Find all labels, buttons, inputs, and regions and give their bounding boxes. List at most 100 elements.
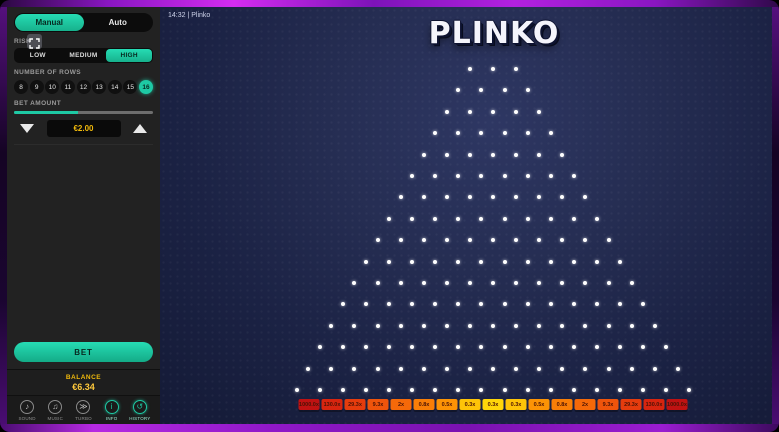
auto-tab[interactable]: Auto: [108, 18, 127, 27]
peg: [363, 388, 368, 392]
game-area: 14:32 | Plinko PLINKO 1000.0x 130.0x 29.3x…: [160, 7, 772, 424]
peg: [583, 366, 588, 371]
peg: [571, 345, 576, 350]
rows-option-15[interactable]: 15: [123, 80, 138, 94]
rows-option-13[interactable]: 13: [92, 80, 107, 94]
peg: [410, 174, 415, 178]
risk-option-low[interactable]: LOW: [29, 52, 46, 59]
bottom-nav: ♪ SOUND ♫ MUSIC ≫ TURBO i INFO ↺ HISTORY: [7, 395, 160, 424]
peg: [456, 131, 461, 136]
peg: [594, 388, 599, 392]
peg: [491, 238, 495, 243]
peg: [479, 131, 484, 136]
peg: [456, 174, 461, 178]
peg: [571, 174, 576, 178]
peg: [537, 152, 542, 157]
mode-toggle: Manual Auto: [14, 13, 153, 32]
peg: [491, 323, 495, 328]
peg: [433, 216, 438, 221]
peg: [491, 195, 495, 200]
peg: [410, 345, 415, 350]
peg: [652, 366, 657, 371]
peg: [594, 302, 599, 307]
bet-stepper: €2.00: [14, 119, 153, 137]
nav-music[interactable]: ♫ MUSIC: [43, 400, 67, 421]
multiplier-slot: 2x: [574, 399, 596, 410]
peg: [456, 259, 461, 264]
info-icon: i: [104, 400, 119, 414]
peg: [479, 345, 484, 350]
bet-button[interactable]: BET: [14, 342, 153, 362]
peg: [421, 323, 426, 328]
peg: [398, 366, 403, 371]
peg: [525, 174, 530, 178]
peg: [433, 131, 438, 136]
peg: [502, 388, 507, 392]
control-sidebar: Manual Auto RISK LOW MEDIUM HIGH NUMBER OF…: [7, 7, 160, 424]
peg: [571, 216, 576, 221]
manual-tab[interactable]: Manual: [15, 14, 84, 31]
nav-history[interactable]: ↺ HISTORY: [128, 400, 152, 421]
peg: [387, 302, 392, 307]
peg: [583, 195, 588, 200]
peg: [444, 281, 449, 285]
bet-amount-value[interactable]: €2.00: [46, 119, 121, 137]
peg: [537, 366, 542, 371]
peg: [525, 131, 530, 136]
peg: [571, 259, 576, 264]
peg: [467, 109, 472, 114]
peg: [491, 366, 495, 371]
peg: [548, 174, 553, 178]
multiplier-slot: 130.0x: [321, 399, 343, 410]
peg: [479, 302, 484, 307]
multiplier-slot: 0.5x: [436, 399, 458, 410]
risk-option-medium[interactable]: MEDIUM: [69, 52, 98, 59]
nav-turbo[interactable]: ≫ TURBO: [71, 400, 95, 421]
peg: [548, 388, 553, 392]
peg: [421, 366, 426, 371]
multiplier-slot: 2x: [390, 399, 412, 410]
peg: [467, 323, 472, 328]
rows-option-16[interactable]: 16: [139, 80, 153, 94]
peg: [444, 238, 449, 243]
peg: [340, 388, 345, 392]
bet-increase-button[interactable]: [133, 123, 147, 133]
peg: [479, 259, 484, 264]
peg: [363, 345, 368, 350]
multiplier-slot: 9.3x: [367, 399, 389, 410]
risk-selector: LOW MEDIUM HIGH: [14, 48, 153, 63]
rows-option-11[interactable]: 11: [60, 80, 75, 94]
bet-progress-bar[interactable]: [14, 111, 153, 114]
peg: [641, 388, 646, 392]
rows-option-8[interactable]: 8: [14, 80, 28, 94]
nav-label: SOUND: [18, 416, 36, 421]
peg: [456, 216, 461, 221]
peg: [467, 366, 472, 371]
peg: [410, 216, 415, 221]
peg: [444, 109, 449, 114]
rows-option-12[interactable]: 12: [76, 80, 91, 94]
peg: [421, 281, 426, 285]
rows-option-10[interactable]: 10: [45, 80, 60, 94]
peg: [421, 152, 426, 157]
peg: [444, 323, 449, 328]
peg: [629, 323, 634, 328]
peg: [560, 195, 565, 200]
peg: [444, 152, 449, 157]
peg: [375, 238, 380, 243]
plinko-logo: PLINKO: [428, 16, 560, 51]
rows-label: NUMBER OF ROWS: [14, 69, 81, 76]
peg: [479, 174, 484, 178]
nav-info[interactable]: i INFO: [100, 400, 124, 421]
peg: [502, 345, 507, 350]
bet-decrease-button[interactable]: [20, 123, 34, 133]
rows-option-14[interactable]: 14: [107, 80, 122, 94]
risk-option-high[interactable]: HIGH: [106, 49, 153, 62]
rows-option-9[interactable]: 9: [29, 80, 44, 94]
peg: [421, 195, 426, 200]
nav-sound[interactable]: ♪ SOUND: [15, 400, 39, 421]
nav-label: INFO: [105, 416, 118, 421]
sidebar-spacer: [14, 144, 153, 342]
peg: [375, 281, 380, 285]
peg: [560, 366, 565, 371]
